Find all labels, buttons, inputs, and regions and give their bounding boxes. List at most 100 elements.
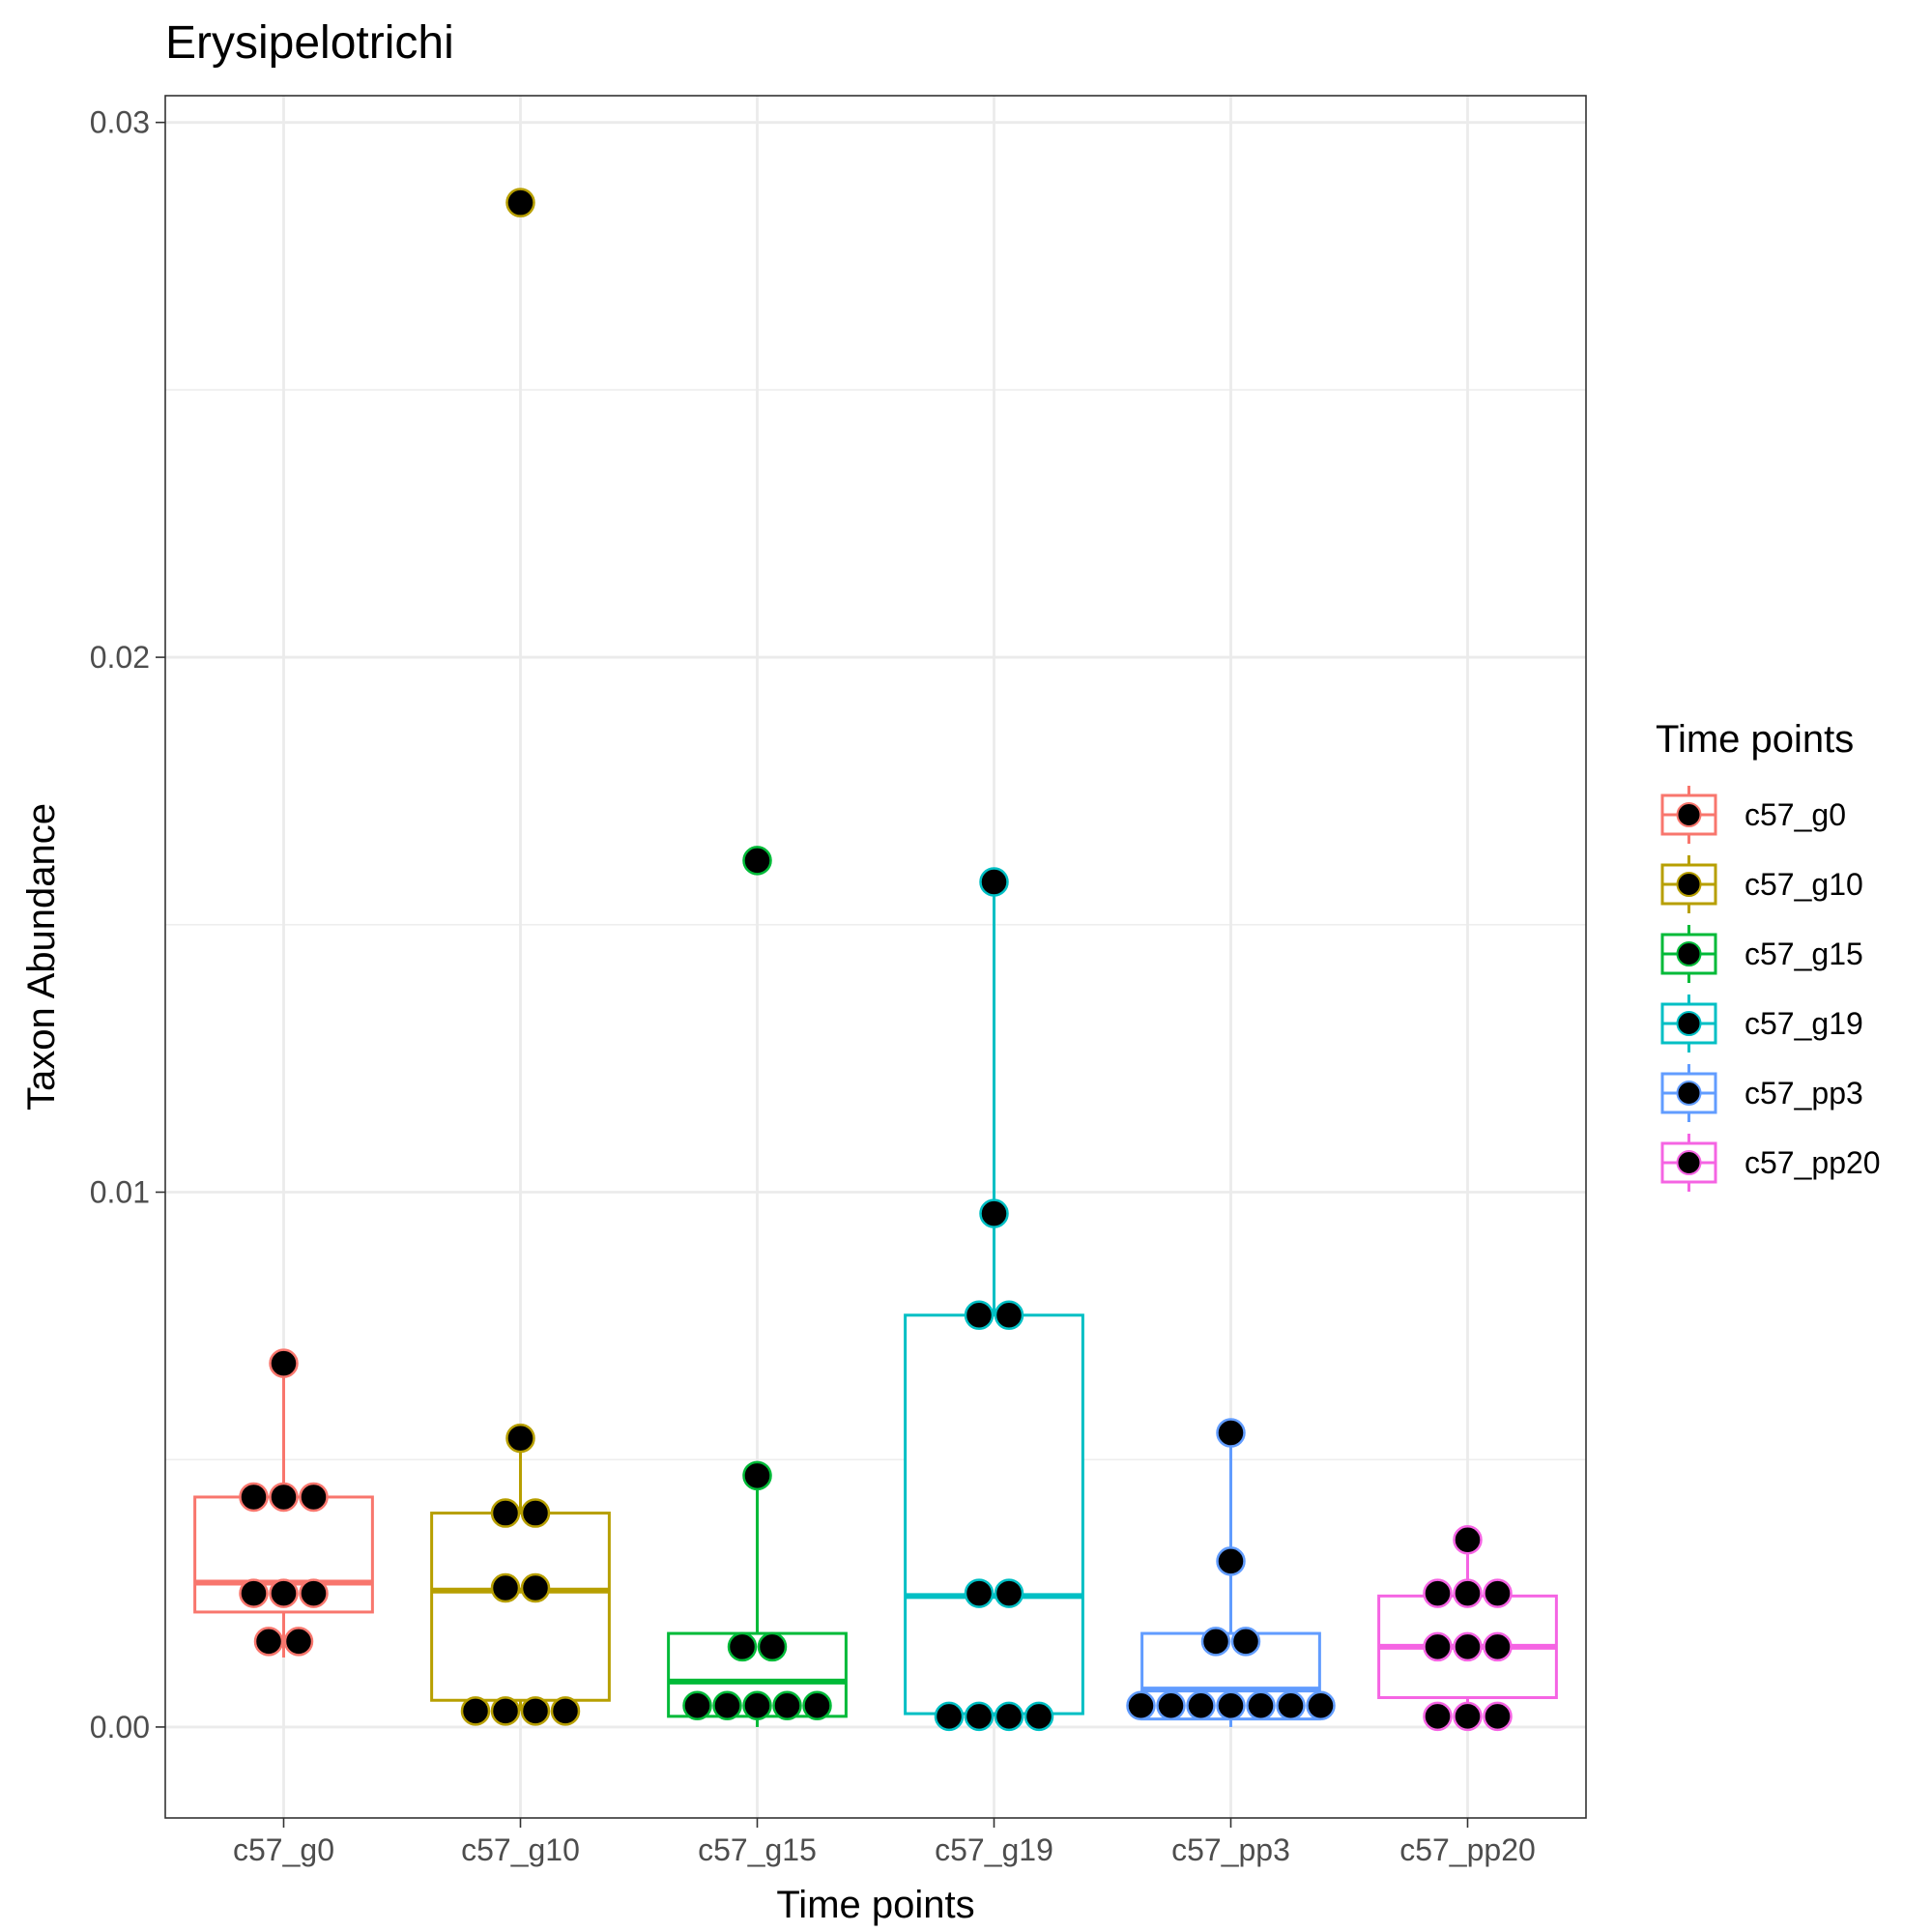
data-point [802, 1690, 832, 1721]
data-point [550, 1696, 581, 1726]
data-point [1246, 1690, 1276, 1721]
x-tick-label: c57_pp20 [1399, 1832, 1536, 1867]
legend-key-point [1676, 941, 1702, 966]
data-point [742, 1460, 772, 1491]
box [430, 1512, 611, 1702]
y-tick-label: 0.02 [90, 640, 150, 675]
data-point [1216, 1546, 1246, 1576]
data-point [283, 1627, 314, 1657]
legend-key-point [1676, 802, 1702, 827]
data-point [1216, 1418, 1246, 1448]
data-point [1230, 1627, 1261, 1657]
legend-key-point [1676, 1081, 1702, 1106]
data-point [1276, 1690, 1306, 1721]
data-point [269, 1578, 299, 1608]
data-point [1306, 1690, 1336, 1721]
data-point [1423, 1701, 1453, 1732]
data-point [979, 1198, 1009, 1228]
data-point [772, 1690, 802, 1721]
points-c57_g10 [460, 187, 581, 1726]
data-point [964, 1300, 995, 1331]
data-point [682, 1690, 712, 1721]
data-point [1024, 1701, 1054, 1732]
points-c57_g15 [682, 846, 832, 1721]
legend-key-point [1676, 1011, 1702, 1036]
legend-item-c57_g15: c57_g15 [1660, 925, 1863, 983]
legend-key-point [1676, 1150, 1702, 1175]
data-point [1216, 1690, 1246, 1721]
data-point [490, 1572, 521, 1603]
data-point [994, 1300, 1024, 1331]
x-tick-label: c57_g19 [935, 1832, 1053, 1867]
data-point [1453, 1631, 1483, 1662]
legend-item-c57_g0: c57_g0 [1660, 786, 1846, 844]
legend-item-c57_g19: c57_g19 [1660, 995, 1863, 1053]
points-c57_g19 [934, 867, 1054, 1732]
data-point [1483, 1578, 1513, 1608]
data-point [742, 1690, 772, 1721]
data-point [490, 1498, 521, 1528]
y-axis: 0.00 0.01 0.02 0.03 [90, 105, 165, 1745]
data-point [964, 1701, 995, 1732]
legend-label: c57_g10 [1745, 867, 1863, 902]
data-point [757, 1631, 788, 1662]
data-point [1483, 1631, 1513, 1662]
data-point [460, 1696, 491, 1726]
data-point [505, 1423, 535, 1454]
points-c57_g0 [239, 1348, 329, 1657]
y-tick-label: 0.03 [90, 105, 150, 140]
y-axis-title: Taxon Abundance [20, 803, 63, 1110]
x-axis-title: Time points [776, 1884, 974, 1926]
data-point [239, 1578, 269, 1608]
x-tick-label: c57_g10 [461, 1832, 580, 1867]
legend-label: c57_pp3 [1745, 1076, 1863, 1110]
legend-key-point [1676, 872, 1702, 897]
data-point [1200, 1627, 1231, 1657]
data-point [1453, 1524, 1483, 1555]
plot-panel [165, 96, 1586, 1818]
data-point [505, 187, 535, 217]
data-point [934, 1701, 965, 1732]
data-point [269, 1348, 299, 1378]
legend-item-c57_pp20: c57_pp20 [1660, 1134, 1881, 1192]
data-point [299, 1578, 329, 1608]
data-point [299, 1482, 329, 1513]
data-point [1453, 1578, 1483, 1608]
plot-border [164, 95, 1587, 1819]
data-point [1453, 1701, 1483, 1732]
points-c57_pp20 [1423, 1524, 1513, 1732]
data-point [520, 1572, 551, 1603]
legend-label: c57_pp20 [1745, 1145, 1881, 1180]
x-tick-label: c57_g15 [698, 1832, 817, 1867]
data-point [490, 1696, 521, 1726]
legend-label: c57_g15 [1745, 937, 1863, 971]
data-point [964, 1578, 995, 1608]
data-point [253, 1627, 284, 1657]
data-point [269, 1482, 299, 1513]
y-tick-label: 0.00 [90, 1710, 150, 1745]
legend-title: Time points [1656, 718, 1854, 761]
data-point [239, 1482, 269, 1513]
data-point [1483, 1701, 1513, 1732]
data-point [979, 867, 1009, 897]
legend-label: c57_g0 [1745, 797, 1846, 832]
legend-item-c57_pp3: c57_pp3 [1660, 1064, 1863, 1122]
boxplot-c57_g19 [904, 881, 1084, 1716]
chart-title: Erysipelotrichi [165, 17, 454, 69]
x-axis: c57_g0 c57_g10 c57_g15 c57_g19 c57_pp3 c57_pp… [233, 1818, 1536, 1867]
data-point [712, 1690, 742, 1721]
data-point [1186, 1690, 1216, 1721]
data-point [727, 1631, 758, 1662]
x-tick-label: c57_g0 [233, 1832, 334, 1867]
data-point [1156, 1690, 1186, 1721]
data-point [1423, 1578, 1453, 1608]
boxplot-c57_g10 [430, 1438, 611, 1712]
data-point [520, 1498, 551, 1528]
data-point [742, 846, 772, 876]
points-c57_pp3 [1126, 1418, 1336, 1721]
x-tick-label: c57_pp3 [1171, 1832, 1290, 1867]
data-points [239, 187, 1513, 1732]
legend: Time points c57_g0 c57_g10 c57_g15 c57_g19c… [1656, 718, 1881, 1192]
data-point [1126, 1690, 1156, 1721]
